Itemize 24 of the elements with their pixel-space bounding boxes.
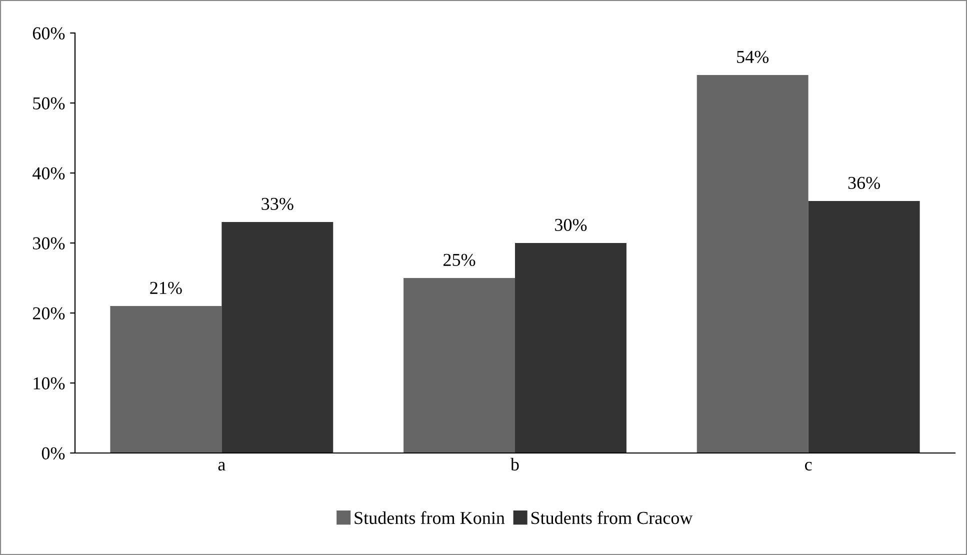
y-tick-label: 60% bbox=[32, 27, 65, 40]
legend-label: Students from Konin bbox=[354, 511, 505, 524]
y-tick-label: 50% bbox=[33, 97, 65, 110]
bar bbox=[222, 222, 334, 453]
bar bbox=[808, 201, 920, 453]
data-label: 25% bbox=[444, 254, 476, 266]
data-label: 36% bbox=[848, 176, 880, 190]
bar bbox=[696, 75, 808, 453]
y-tick-label: 10% bbox=[34, 377, 65, 390]
y-tick-label: 0% bbox=[42, 447, 65, 460]
x-tick-label: b bbox=[510, 458, 519, 471]
y-tick-label: 20% bbox=[32, 307, 65, 320]
bar bbox=[110, 306, 222, 453]
x-tick-label: a bbox=[218, 462, 226, 471]
y-tick-label: 40% bbox=[32, 167, 65, 180]
data-label: 54% bbox=[737, 50, 769, 64]
x-tick-label: c bbox=[805, 462, 812, 471]
bar bbox=[404, 278, 515, 453]
legend-label: Students from Cracow bbox=[531, 511, 693, 524]
data-label: 30% bbox=[555, 218, 587, 232]
bar bbox=[515, 243, 626, 453]
data-label: 21% bbox=[150, 282, 182, 294]
data-label: 33% bbox=[262, 198, 294, 210]
y-tick-label: 30% bbox=[33, 237, 65, 250]
